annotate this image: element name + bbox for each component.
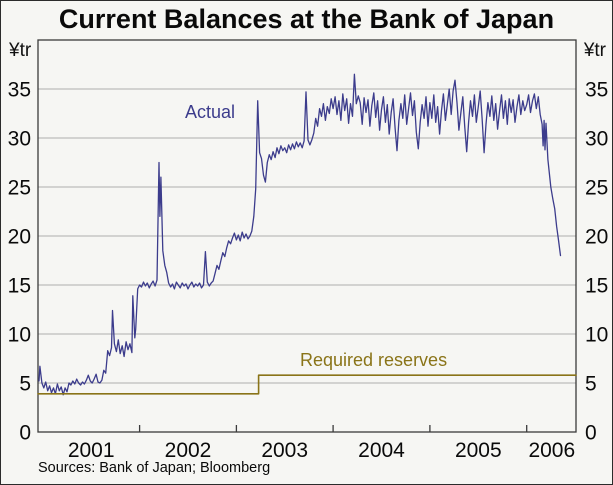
required-reserves-series-label: Required reserves: [300, 350, 448, 370]
x-year-label-2004: 2004: [358, 439, 405, 462]
y-tick-label-right-20: 20: [585, 226, 608, 249]
actual-series-label: Actual: [185, 102, 236, 122]
y-tick-label-left-10: 10: [8, 324, 31, 347]
x-year-label-2002: 2002: [165, 439, 212, 462]
y-tick-label-right-30: 30: [585, 128, 608, 151]
series-line-required-reserves: [37, 374, 577, 395]
x-year-label-2001: 2001: [68, 439, 115, 462]
x-year-label-2006: 2006: [528, 439, 575, 462]
y-tick-label-left-20: 20: [8, 226, 31, 249]
chart-title: Current Balances at the Bank of Japan: [58, 4, 555, 34]
series-line-actual: [38, 73, 562, 396]
y-tick-label-right-25: 25: [585, 177, 608, 200]
y-tick-label-left-25: 25: [8, 177, 31, 200]
sources-note: Sources: Bank of Japan; Bloomberg: [38, 460, 271, 476]
y-axis-unit-right: ¥tr: [583, 40, 606, 61]
y-tick-label-left-30: 30: [8, 128, 31, 151]
y-tick-label-right-35: 35: [585, 79, 608, 102]
y-tick-label-left-35: 35: [8, 79, 31, 102]
x-year-label-2003: 2003: [261, 439, 308, 462]
y-tick-label-left-5: 5: [19, 373, 31, 396]
y-tick-label-left-15: 15: [8, 275, 31, 298]
plot-border: [37, 39, 577, 433]
x-year-label-2005: 2005: [455, 439, 502, 462]
y-tick-label-right-0: 0: [585, 422, 597, 445]
y-tick-label-right-15: 15: [585, 275, 608, 298]
y-tick-label-right-10: 10: [585, 324, 608, 347]
y-tick-label-left-0: 0: [19, 422, 31, 445]
y-axis-unit-left: ¥tr: [9, 40, 32, 61]
y-tick-label-right-5: 5: [585, 373, 597, 396]
